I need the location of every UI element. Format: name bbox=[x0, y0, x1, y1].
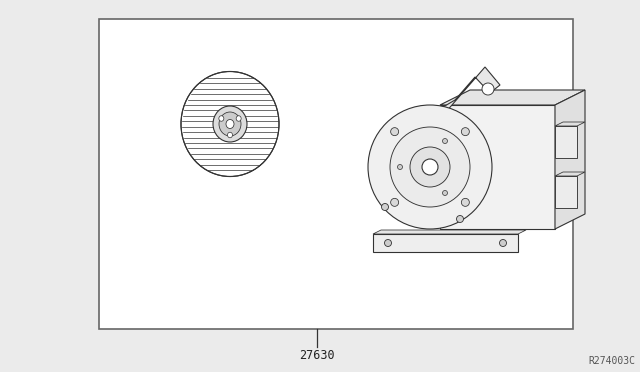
Bar bbox=[373, 234, 518, 252]
Ellipse shape bbox=[397, 164, 403, 170]
Ellipse shape bbox=[461, 128, 469, 136]
Ellipse shape bbox=[461, 198, 469, 206]
Ellipse shape bbox=[442, 190, 447, 195]
Polygon shape bbox=[373, 230, 526, 234]
Ellipse shape bbox=[442, 138, 447, 144]
Ellipse shape bbox=[181, 71, 279, 176]
Ellipse shape bbox=[385, 240, 392, 247]
Ellipse shape bbox=[213, 106, 247, 142]
Polygon shape bbox=[440, 90, 585, 105]
Polygon shape bbox=[440, 105, 555, 229]
Ellipse shape bbox=[390, 128, 399, 136]
Polygon shape bbox=[555, 172, 585, 176]
Ellipse shape bbox=[390, 198, 399, 206]
Ellipse shape bbox=[422, 159, 438, 175]
Ellipse shape bbox=[390, 127, 470, 207]
Ellipse shape bbox=[236, 116, 241, 121]
Ellipse shape bbox=[456, 215, 463, 222]
Ellipse shape bbox=[499, 240, 506, 247]
Bar bbox=[99, 19, 573, 329]
Ellipse shape bbox=[219, 116, 224, 121]
Text: R274003C: R274003C bbox=[588, 356, 635, 366]
Polygon shape bbox=[438, 67, 500, 113]
Bar bbox=[555, 176, 577, 208]
Ellipse shape bbox=[368, 105, 492, 229]
Ellipse shape bbox=[381, 203, 388, 211]
Ellipse shape bbox=[410, 147, 450, 187]
Ellipse shape bbox=[219, 112, 241, 136]
Ellipse shape bbox=[482, 83, 494, 95]
Ellipse shape bbox=[226, 119, 234, 128]
Polygon shape bbox=[555, 122, 585, 126]
Text: 27630: 27630 bbox=[299, 349, 335, 362]
Polygon shape bbox=[555, 90, 585, 229]
Ellipse shape bbox=[227, 132, 232, 138]
Bar bbox=[555, 126, 577, 158]
